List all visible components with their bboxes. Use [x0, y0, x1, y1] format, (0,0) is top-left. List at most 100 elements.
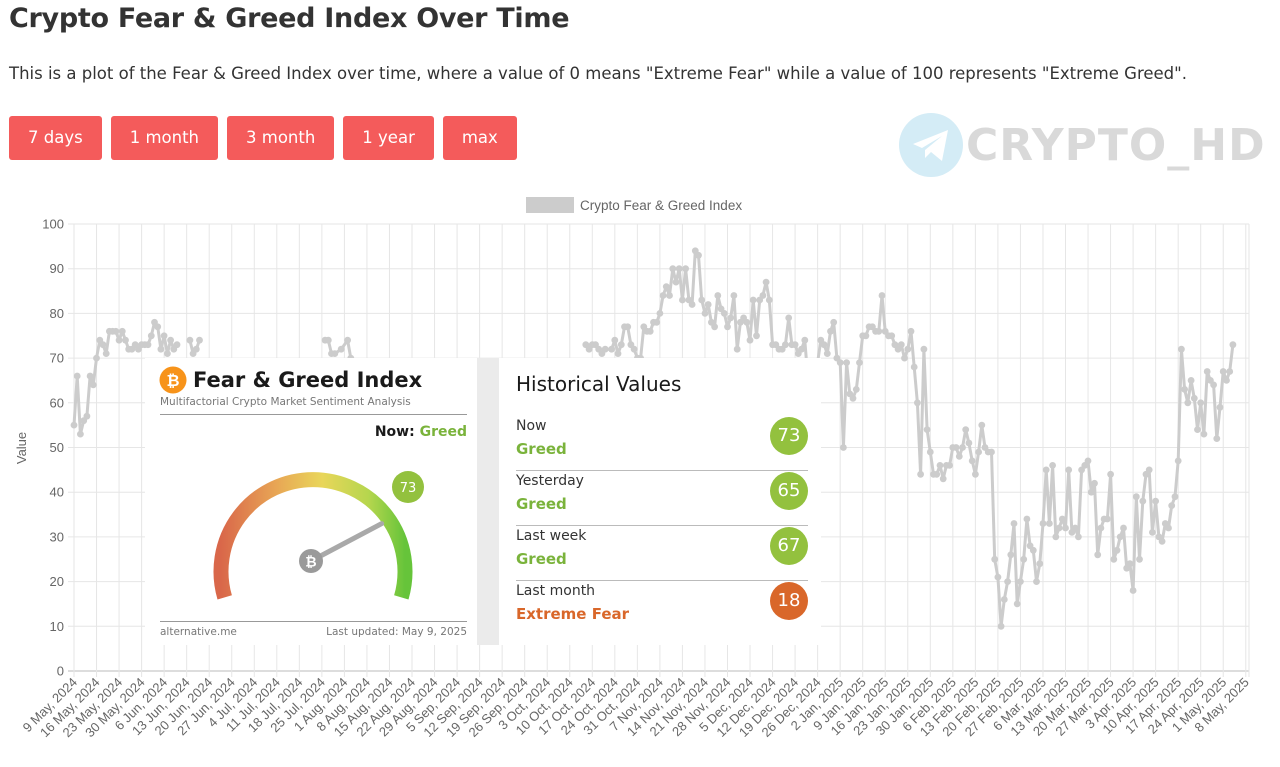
historical-label: Last month [516, 583, 596, 599]
data-point [1139, 497, 1147, 505]
data-point [608, 345, 615, 353]
data-point [1042, 466, 1050, 474]
data-point [910, 363, 918, 371]
data-point [897, 341, 905, 349]
data-point [675, 265, 683, 273]
fear-greed-widget: ₿ Fear & Greed Index Multifactorial Cryp… [145, 358, 821, 645]
range-7-days-button[interactable]: 7 days [9, 116, 102, 160]
range-button-group: 7 days 1 month 3 month 1 year max [9, 116, 517, 160]
data-point [785, 314, 793, 322]
data-point [1165, 524, 1172, 532]
data-point [144, 341, 152, 349]
range-1-year-button[interactable]: 1 year [343, 116, 434, 160]
historical-badge: 73 [770, 417, 808, 455]
gauge: ₿ 73 [213, 471, 424, 600]
data-point [946, 462, 953, 469]
data-point [1036, 560, 1044, 568]
y-tick-label: 60 [50, 395, 64, 410]
legend-swatch[interactable] [526, 197, 574, 213]
data-point [1210, 381, 1217, 389]
data-point [1065, 466, 1073, 474]
y-axis-ticks: 0 10 20 30 40 50 60 70 80 90 100 [42, 217, 64, 679]
data-point [653, 318, 661, 326]
telegram-icon [899, 113, 963, 177]
data-point [1184, 399, 1192, 407]
data-point [1223, 377, 1230, 384]
data-point [1010, 520, 1018, 527]
data-point [662, 283, 670, 290]
data-point [1084, 457, 1092, 465]
data-point [601, 345, 609, 353]
data-point [614, 350, 622, 357]
data-point [955, 453, 963, 460]
data-point [714, 292, 722, 299]
data-point [762, 278, 770, 286]
data-point [904, 345, 912, 353]
data-point [1203, 368, 1211, 375]
data-point [1004, 578, 1011, 585]
range-max-button[interactable]: max [442, 116, 517, 160]
data-point [164, 350, 171, 357]
data-point [997, 622, 1005, 630]
data-point [99, 341, 107, 349]
legend-label[interactable]: Crypto Fear & Greed Index [580, 198, 742, 213]
data-point [186, 336, 194, 344]
watermark: CRYPTO_HD [898, 112, 1265, 180]
data-point [975, 448, 982, 456]
historical-class: Extreme Fear [516, 605, 630, 623]
data-point [682, 265, 689, 273]
range-1-month-button[interactable]: 1 month [110, 116, 218, 160]
data-point [923, 426, 931, 433]
data-point [1178, 345, 1185, 353]
historical-label: Yesterday [516, 473, 584, 489]
data-point [1187, 377, 1195, 384]
data-point [1136, 555, 1143, 563]
data-point [840, 444, 847, 451]
divider [516, 470, 808, 471]
data-point [1091, 479, 1098, 487]
data-point [1158, 538, 1166, 545]
data-point [1149, 529, 1156, 536]
data-point [1033, 578, 1040, 585]
data-point [1017, 578, 1024, 585]
data-point [991, 555, 999, 563]
data-point [611, 336, 619, 344]
data-point [1174, 457, 1182, 465]
data-point [1087, 488, 1095, 496]
data-point [823, 350, 831, 357]
range-3-month-button[interactable]: 3 month [227, 116, 335, 160]
data-point [914, 399, 921, 407]
data-point [1168, 502, 1176, 509]
data-point [849, 394, 857, 402]
historical-class: Greed [516, 495, 567, 513]
data-point [901, 354, 908, 362]
data-point [1152, 497, 1159, 505]
data-point [720, 310, 728, 317]
data-point [965, 439, 973, 447]
data-point [724, 323, 731, 331]
data-point [746, 336, 754, 344]
data-point [968, 457, 976, 465]
y-tick-label: 100 [42, 217, 64, 232]
y-tick-label: 40 [50, 485, 64, 500]
data-point [160, 332, 168, 340]
historical-badge: 65 [770, 472, 808, 510]
gauge-value-badge [392, 471, 424, 503]
data-point [939, 475, 947, 483]
data-point [888, 332, 896, 340]
data-point [1071, 524, 1079, 532]
data-point [688, 301, 696, 308]
data-point [1000, 596, 1008, 603]
data-point [836, 359, 844, 366]
data-point [827, 327, 834, 335]
data-point [733, 345, 741, 353]
data-point [875, 327, 883, 335]
data-point [907, 327, 915, 335]
data-point [83, 412, 91, 420]
data-point [972, 470, 979, 478]
widget-brand: Fear & Greed Index [193, 368, 423, 392]
data-point [920, 345, 928, 353]
data-point [669, 265, 677, 273]
widget-source: alternative.me [160, 626, 237, 638]
data-point [77, 430, 84, 438]
